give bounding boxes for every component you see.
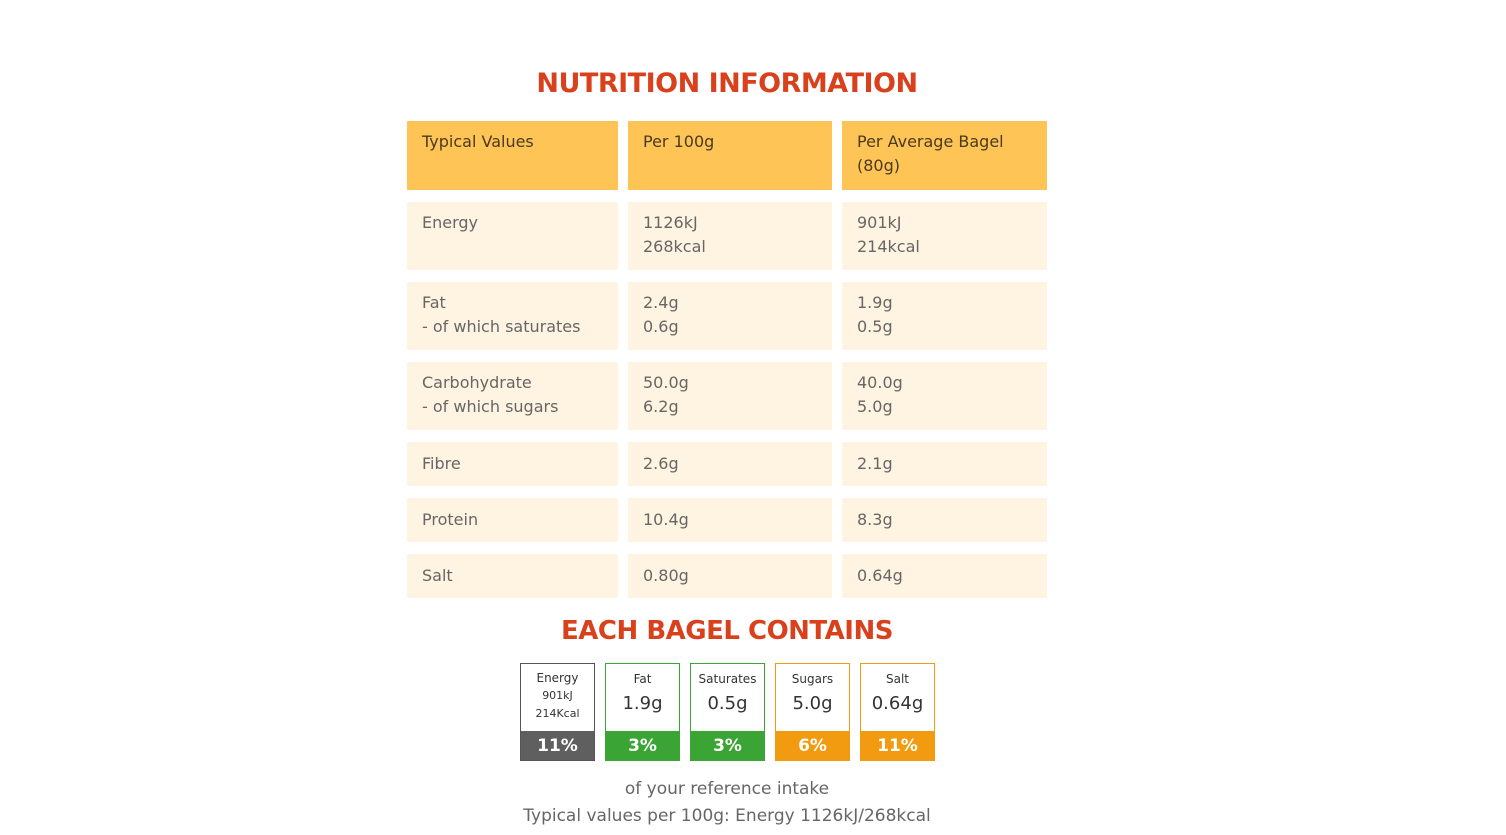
row-per-100g: 1126kJ 268kcal: [628, 202, 832, 270]
table-row: Protein 10.4g 8.3g: [407, 498, 1047, 542]
saturates-label: Saturates 0.5g 3%: [690, 663, 765, 761]
row-per-bagel: 40.0g 5.0g: [842, 362, 1047, 430]
saturates-name: Saturates: [698, 672, 757, 686]
sugars-percent: 6%: [776, 731, 849, 760]
each-bagel-contains-title: EACH BAGEL CONTAINS: [561, 616, 893, 646]
row-per-100g: 50.0g 6.2g: [628, 362, 832, 430]
row-per-bagel: 1.9g 0.5g: [842, 282, 1047, 350]
energy-name: Energy: [536, 671, 579, 685]
row-per-bagel: 0.64g: [842, 554, 1047, 598]
sugars-name: Sugars: [791, 672, 834, 686]
reference-intake-note: of your reference intake: [624, 779, 830, 799]
fat-amount: 1.9g: [622, 693, 663, 714]
sugars-amount: 5.0g: [792, 693, 833, 714]
fat-percent: 3%: [606, 731, 679, 760]
table-row: Carbohydrate - of which sugars 50.0g 6.2…: [407, 362, 1047, 430]
table-header-row: Typical Values Per 100g Per Average Bage…: [407, 121, 1047, 190]
energy-label: Energy 901kJ 214Kcal 11%: [520, 663, 595, 761]
row-label: Fibre: [407, 442, 618, 486]
row-label: Energy: [407, 202, 618, 270]
nutrition-table: Typical Values Per 100g Per Average Bage…: [407, 121, 1047, 610]
table-row: Fibre 2.6g 2.1g: [407, 442, 1047, 486]
row-per-100g: 10.4g: [628, 498, 832, 542]
row-per-100g: 2.6g: [628, 442, 832, 486]
fat-name: Fat: [633, 672, 652, 686]
row-label: Salt: [407, 554, 618, 598]
table-row: Fat - of which saturates 2.4g 0.6g 1.9g …: [407, 282, 1047, 350]
fat-label: Fat 1.9g 3%: [605, 663, 680, 761]
typical-values-note: Typical values per 100g: Energy 1126kJ/2…: [523, 806, 931, 826]
energy-kj: 901kJ: [542, 689, 573, 702]
salt-name: Salt: [885, 672, 909, 686]
row-per-bagel: 2.1g: [842, 442, 1047, 486]
row-label: Protein: [407, 498, 618, 542]
header-per-bagel: Per Average Bagel (80g): [842, 121, 1047, 190]
header-typical-values: Typical Values: [407, 121, 618, 190]
header-per-100g: Per 100g: [628, 121, 832, 190]
saturates-amount: 0.5g: [707, 693, 748, 714]
energy-kcal: 214Kcal: [535, 707, 580, 720]
row-per-100g: 2.4g 0.6g: [628, 282, 832, 350]
salt-label: Salt 0.64g 11%: [860, 663, 935, 761]
salt-percent: 11%: [861, 731, 934, 760]
row-per-bagel: 8.3g: [842, 498, 1047, 542]
energy-percent: 11%: [521, 731, 594, 760]
nutrition-information-title: NUTRITION INFORMATION: [536, 68, 918, 99]
table-row: Salt 0.80g 0.64g: [407, 554, 1047, 598]
table-row: Energy 1126kJ 268kcal 901kJ 214kcal: [407, 202, 1047, 270]
row-label: Carbohydrate - of which sugars: [407, 362, 618, 430]
reference-intake-labels: Energy 901kJ 214Kcal 11% Fat 1.9g 3% Sat…: [520, 663, 935, 761]
saturates-percent: 3%: [691, 731, 764, 760]
row-per-100g: 0.80g: [628, 554, 832, 598]
row-label: Fat - of which saturates: [407, 282, 618, 350]
salt-amount: 0.64g: [871, 693, 924, 714]
row-per-bagel: 901kJ 214kcal: [842, 202, 1047, 270]
sugars-label: Sugars 5.0g 6%: [775, 663, 850, 761]
